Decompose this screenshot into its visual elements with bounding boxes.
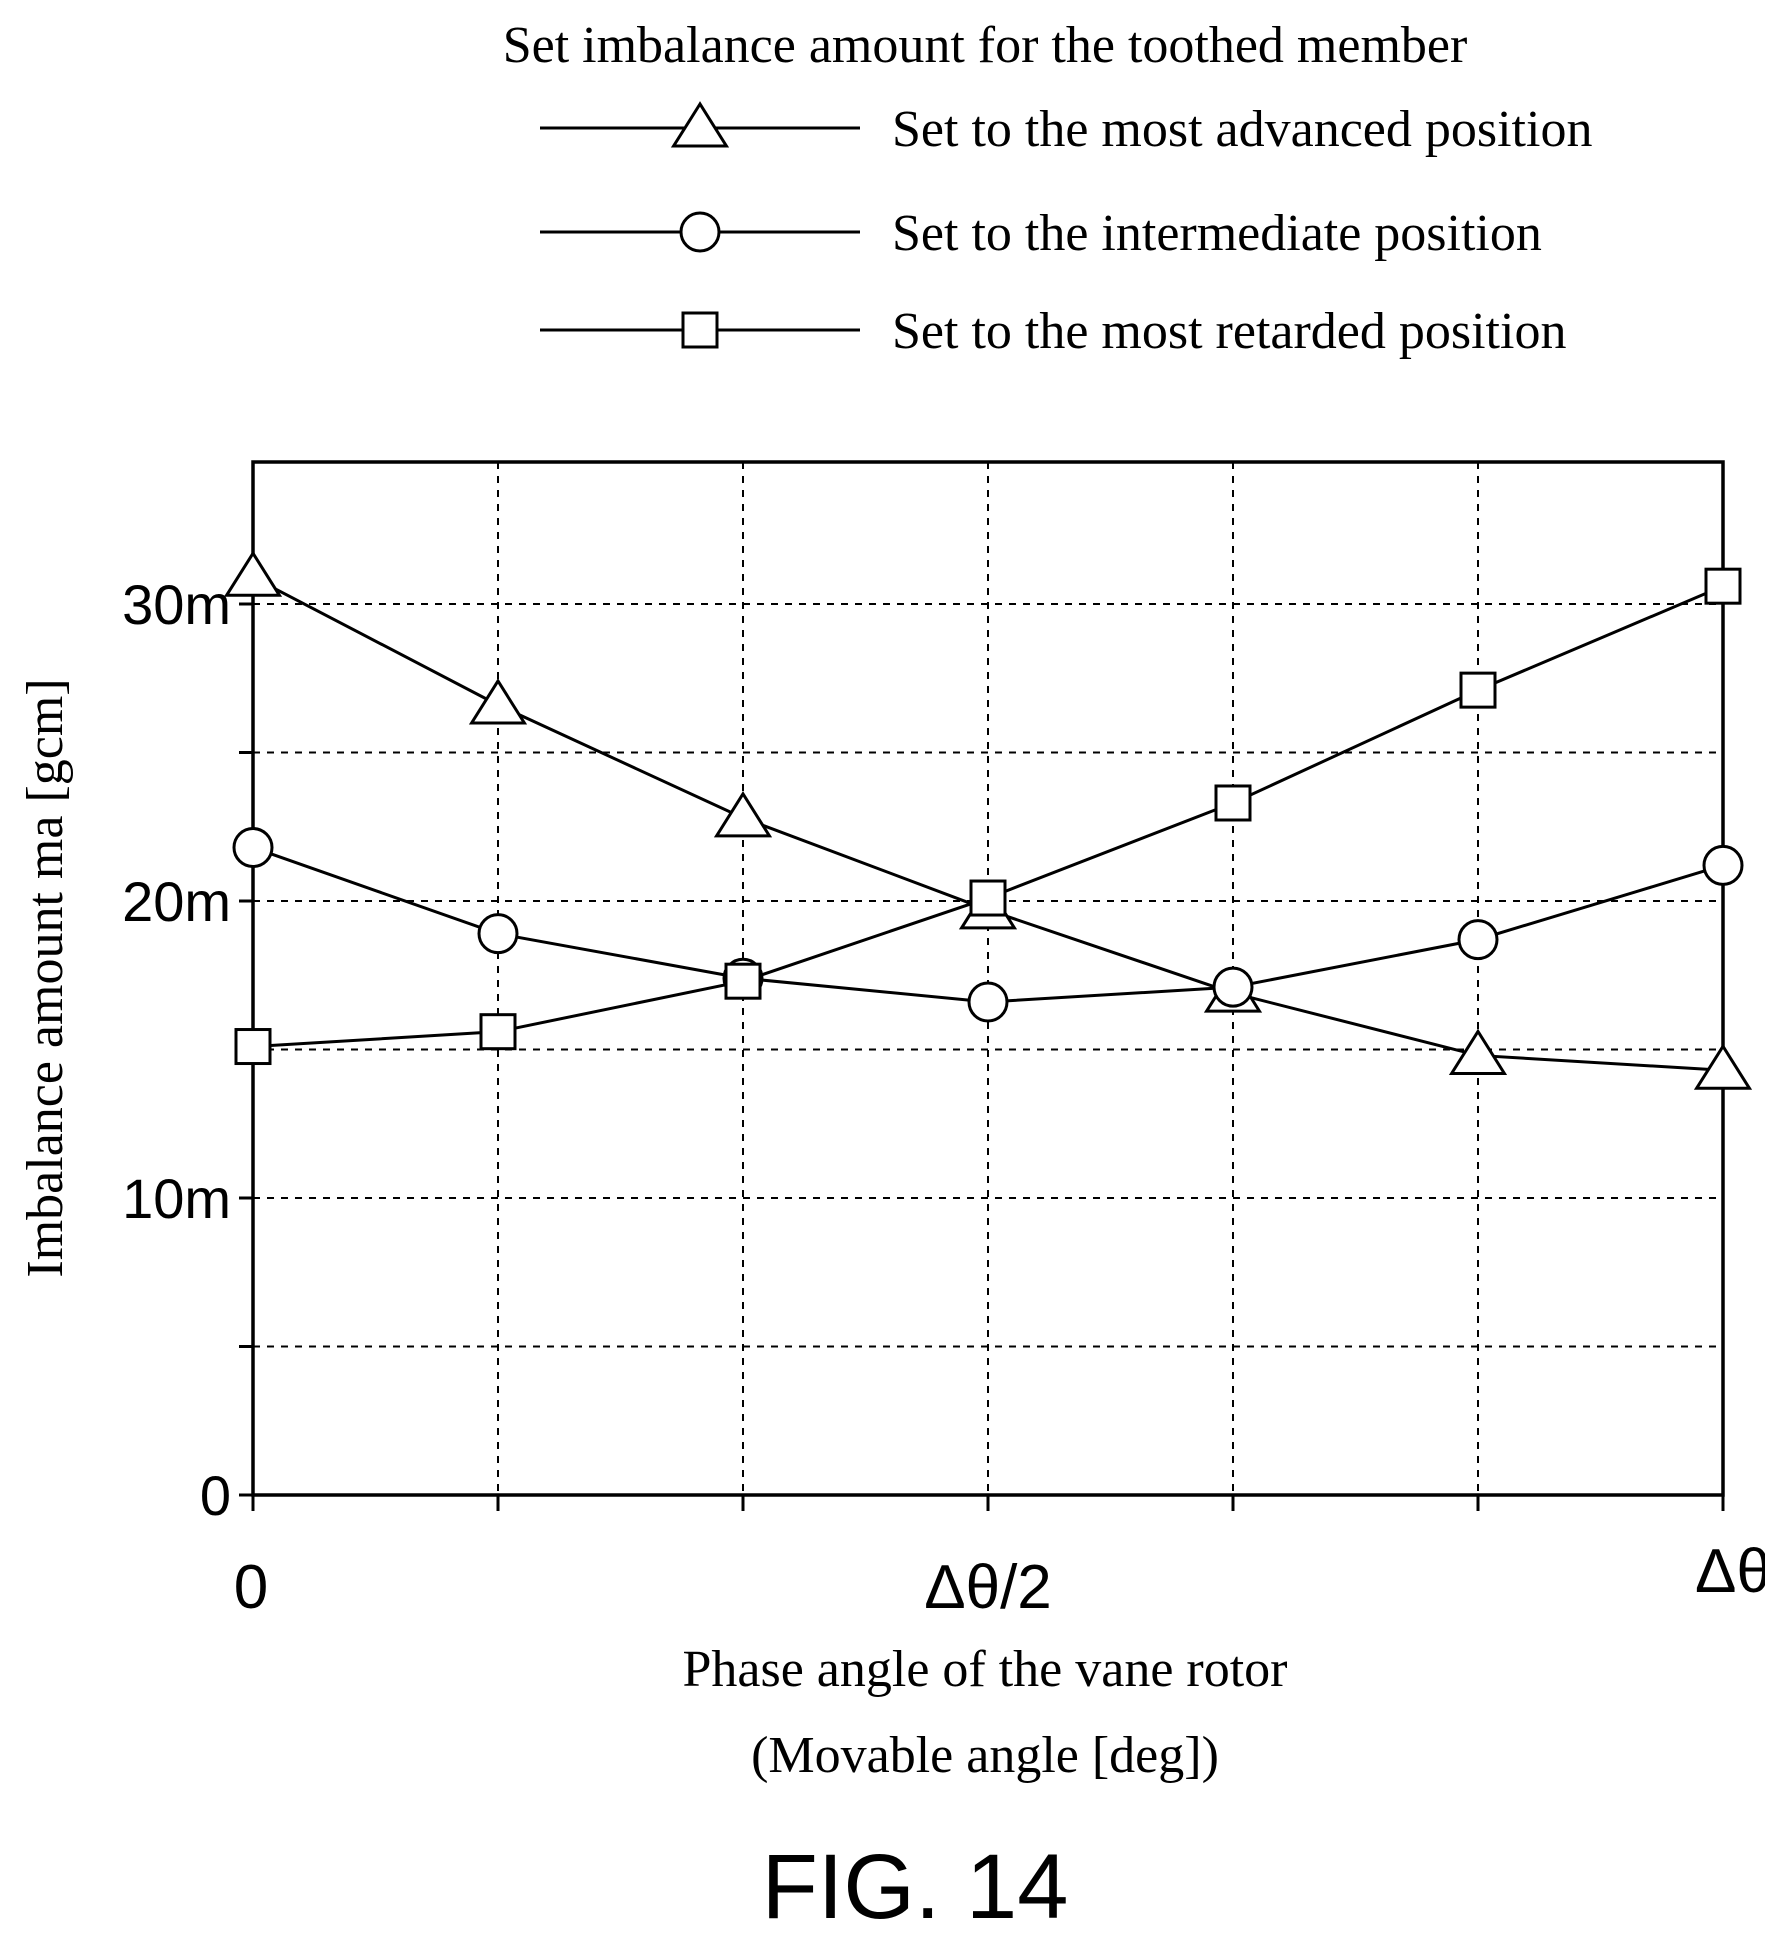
series-group xyxy=(223,550,1753,1090)
chart-title: Set imbalance amount for the toothed mem… xyxy=(503,17,1468,74)
data-point-circle xyxy=(477,913,519,955)
y-tick-label: 0 xyxy=(200,1464,231,1527)
data-point-square xyxy=(1459,671,1497,709)
data-point-square xyxy=(479,1013,517,1051)
legend-item-square: Set to the most retarded position xyxy=(540,303,1566,360)
x-axis-title-line1: Phase angle of the vane rotor xyxy=(682,1641,1287,1698)
x-tick-label: Δθ xyxy=(1695,1537,1765,1606)
y-axis-title: Imbalance amount ma [gcm] xyxy=(17,678,74,1277)
legend-label: Set to the intermediate position xyxy=(892,205,1542,262)
data-point-circle xyxy=(232,827,274,869)
data-point-triangle xyxy=(713,791,773,838)
x-tick-label: 0 xyxy=(234,1553,268,1622)
y-tick-label: 30m xyxy=(122,573,231,636)
legend-marker-square xyxy=(681,311,719,349)
x-tick-label: Δθ/2 xyxy=(924,1553,1052,1622)
data-point-circle xyxy=(1212,966,1254,1008)
data-point-square xyxy=(1214,784,1252,822)
y-tick-label: 10m xyxy=(122,1167,231,1230)
legend-marker-circle xyxy=(679,211,721,253)
data-point-square xyxy=(234,1028,272,1066)
figure-label: FIG. 14 xyxy=(762,1836,1069,1938)
data-point-triangle xyxy=(223,550,283,597)
x-axis-title-line2: (Movable angle [deg]) xyxy=(751,1727,1219,1784)
data-point-square xyxy=(1704,567,1742,605)
legend-marker-triangle xyxy=(670,101,730,148)
legend-item-circle: Set to the intermediate position xyxy=(540,205,1542,262)
grid xyxy=(253,462,1723,1495)
data-point-square xyxy=(969,879,1007,917)
series-points xyxy=(223,550,1753,1090)
legend: Set to the most advanced position Set to … xyxy=(540,101,1592,360)
data-point-triangle xyxy=(468,678,528,725)
data-point-square xyxy=(724,962,762,1000)
data-point-triangle xyxy=(1448,1028,1508,1075)
y-tick-label: 20m xyxy=(122,870,231,933)
legend-label: Set to the most advanced position xyxy=(892,101,1592,158)
data-point-circle xyxy=(967,981,1009,1023)
data-point-triangle xyxy=(1693,1043,1753,1090)
legend-item-triangle: Set to the most advanced position xyxy=(540,101,1592,158)
tick-labels: 0 10m 20m 30m 0 Δθ/2 Δθ xyxy=(122,573,1765,1622)
data-point-circle xyxy=(1702,844,1744,886)
legend-label: Set to the most retarded position xyxy=(892,303,1566,360)
data-point-circle xyxy=(1457,919,1499,961)
